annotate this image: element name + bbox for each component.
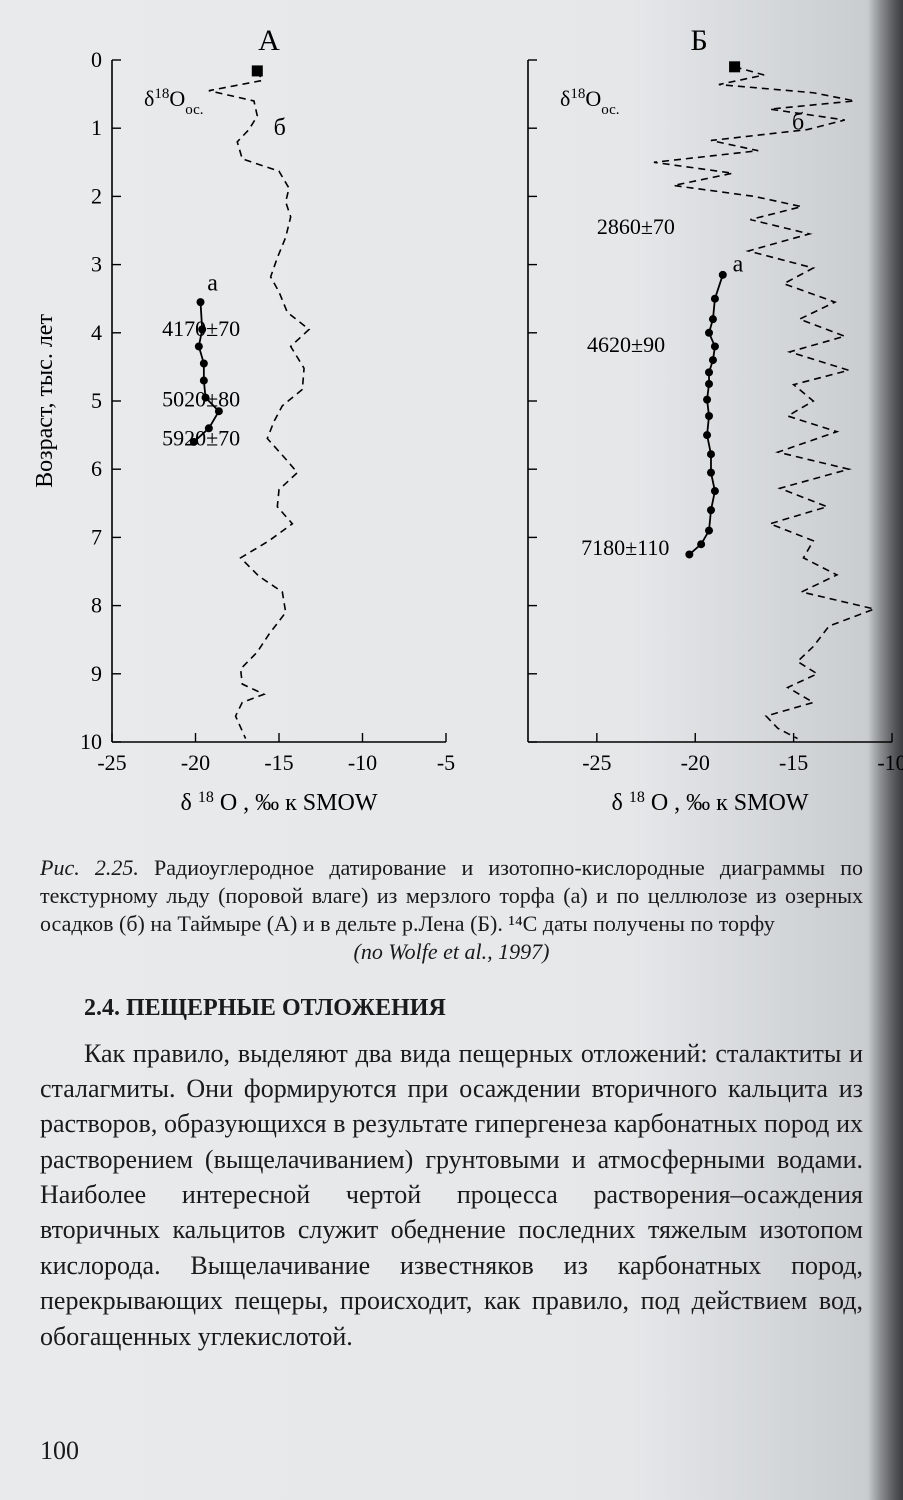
page-number: 100	[40, 1436, 79, 1466]
series-a-marker	[697, 540, 705, 548]
series-a-marker	[711, 295, 719, 303]
body-paragraph: Как правило, выделяют два вида пещерных …	[40, 1036, 863, 1354]
svg-text:Б: Б	[690, 28, 707, 57]
date-label: 5020±80	[162, 386, 240, 411]
date-label: 4620±90	[587, 332, 665, 357]
svg-text:-5: -5	[437, 750, 455, 775]
chart-a: А012345678910-25-20-15-10-54170±705020±8…	[34, 28, 464, 828]
series-a-marker	[719, 271, 727, 279]
series-a-marker	[707, 506, 715, 514]
page: А012345678910-25-20-15-10-54170±705020±8…	[0, 0, 903, 1500]
date-label: 5920±70	[162, 425, 240, 450]
series-a-marker	[707, 450, 715, 458]
series-b-label: б	[792, 110, 804, 136]
svg-text:-15: -15	[264, 750, 293, 775]
series-b-label: б	[274, 115, 286, 141]
svg-text:4: 4	[91, 320, 102, 345]
series-a-marker	[711, 487, 719, 495]
svg-text:-15: -15	[779, 750, 808, 775]
figure-caption-source: (по Wolfe et al., 1997)	[40, 938, 863, 966]
series-a-marker	[709, 356, 717, 364]
svg-text:А: А	[258, 28, 280, 57]
y-axis-label: Возраст, тыс. лет	[34, 314, 58, 488]
chart-b-wrap: Б -25 -20 -15 -10 2860±70 4620±90 7180±110 а б δ18…	[500, 28, 903, 828]
series-a-marker	[685, 550, 693, 558]
series-a-marker	[705, 380, 713, 388]
series-a-marker	[197, 298, 205, 306]
figure-caption-main: Радиоуглеродное датирование и изотопно-к…	[40, 855, 863, 936]
svg-text:-20: -20	[681, 750, 710, 775]
date-label: 2860±70	[597, 214, 675, 239]
series-a-marker	[703, 396, 711, 404]
series-b-isotope-label: δ18Oос.	[560, 86, 620, 118]
chart-a-wrap: А012345678910-25-20-15-10-54170±705020±8…	[34, 28, 464, 828]
svg-text:-25: -25	[97, 750, 126, 775]
start-marker	[252, 65, 263, 76]
series-a-marker	[705, 412, 713, 420]
section-heading: 2.4. ПЕЩЕРНЫЕ ОТЛОЖЕНИЯ	[84, 995, 863, 1022]
figure-label: Рис. 2.25.	[40, 855, 139, 880]
series-a-label: а	[733, 251, 744, 277]
series-a-label: а	[207, 271, 218, 297]
svg-text:7: 7	[91, 524, 102, 549]
series-b-line	[654, 67, 874, 739]
series-a-marker	[703, 431, 711, 439]
series-a-marker	[707, 469, 715, 477]
svg-text:-20: -20	[181, 750, 210, 775]
chart-b: Б -25 -20 -15 -10 2860±70 4620±90 7180±110 а б δ18…	[500, 28, 903, 828]
date-label: 4170±70	[162, 316, 240, 341]
svg-text:-25: -25	[582, 750, 611, 775]
svg-text:-10: -10	[877, 750, 903, 775]
svg-text:6: 6	[91, 456, 102, 481]
svg-text:8: 8	[91, 593, 102, 618]
svg-text:-10: -10	[348, 750, 377, 775]
figure-caption: Рис. 2.25. Радиоуглеродное датирование и…	[40, 854, 863, 967]
series-a-marker	[705, 329, 713, 337]
svg-text:3: 3	[91, 252, 102, 277]
date-label: 7180±110	[581, 535, 669, 560]
series-a-marker	[200, 377, 208, 385]
svg-text:0: 0	[91, 47, 102, 72]
series-a-marker	[195, 342, 203, 350]
svg-text:9: 9	[91, 661, 102, 686]
series-a-marker	[200, 359, 208, 367]
series-a-marker	[705, 527, 713, 535]
x-axis-label: δ 18 O , ‰ к SMOW	[181, 789, 378, 817]
svg-text:1: 1	[91, 115, 102, 140]
series-a-marker	[711, 342, 719, 350]
x-axis-label: δ 18 O , ‰ к SMOW	[612, 789, 809, 817]
start-marker	[729, 61, 740, 72]
charts-row: А012345678910-25-20-15-10-54170±705020±8…	[34, 28, 863, 828]
svg-text:5: 5	[91, 388, 102, 413]
series-a-marker	[705, 368, 713, 376]
svg-text:2: 2	[91, 183, 102, 208]
series-b-isotope-label: δ18Oос.	[144, 86, 204, 118]
series-a-marker	[709, 315, 717, 323]
